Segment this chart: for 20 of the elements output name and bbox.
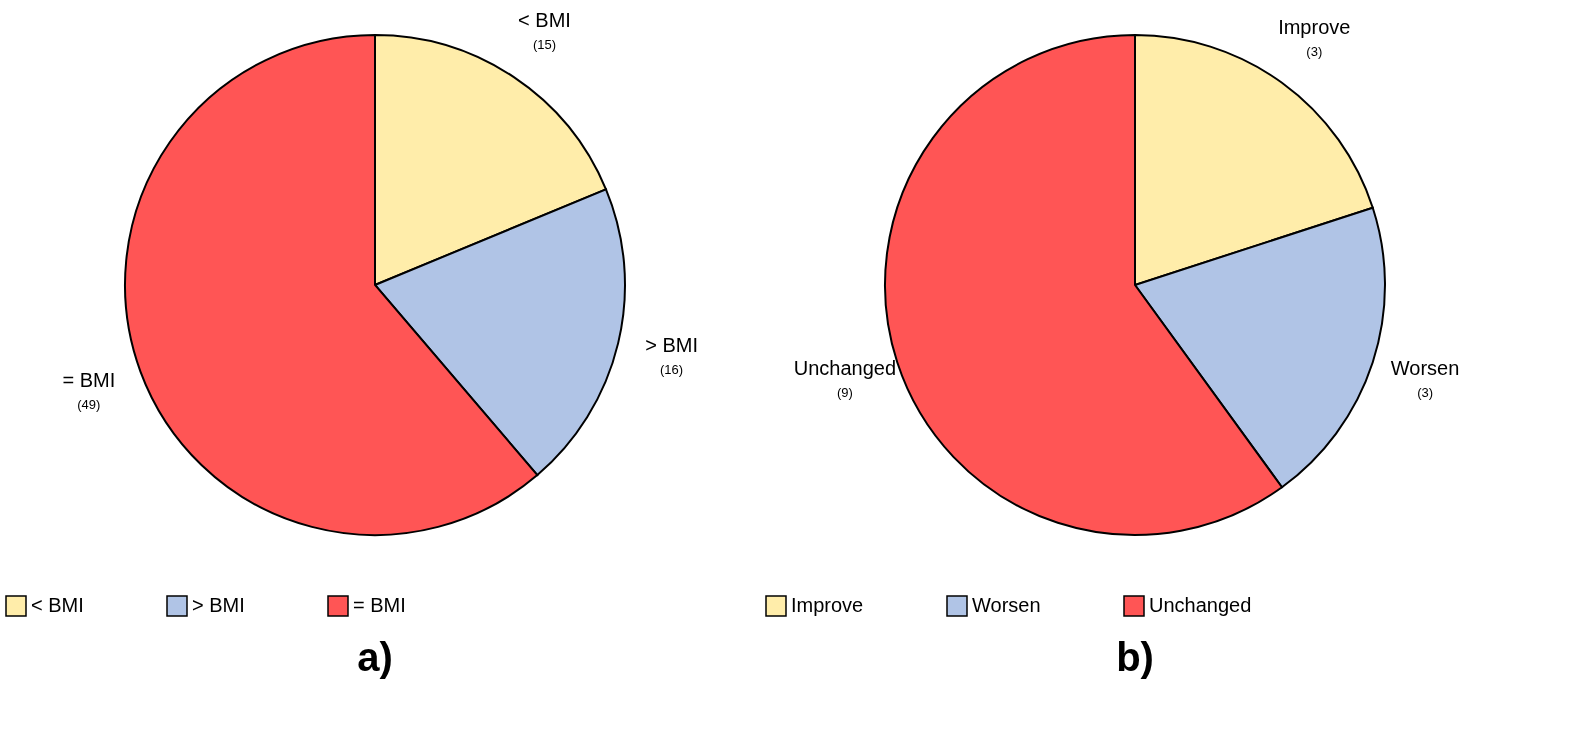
text: b) <box>1116 635 1154 679</box>
legend-label: Unchanged <box>1149 594 1252 616</box>
data-label: (3) <box>1417 385 1434 401</box>
legend-label: Worsen <box>972 594 1041 616</box>
data-label: (3) <box>1306 44 1323 60</box>
legend-label: = BMI <box>353 594 406 616</box>
text: a) <box>357 635 393 679</box>
slice-label: Unchanged <box>793 357 897 380</box>
legend-label: > BMI <box>192 594 245 616</box>
slice-label: < BMI <box>518 9 571 32</box>
data-label: (15) <box>532 37 557 53</box>
data-label: (49) <box>77 396 101 412</box>
slice-label: > BMI <box>645 334 698 357</box>
slice-label: Improve <box>1278 16 1351 39</box>
legend-label: Improve <box>791 594 864 616</box>
data-label: (16) <box>660 362 684 378</box>
legend-label: < BMI <box>31 594 84 616</box>
slice-label: = BMI <box>62 368 116 391</box>
slice-label: Worsen <box>1390 357 1460 380</box>
data-label: (9) <box>836 385 853 401</box>
